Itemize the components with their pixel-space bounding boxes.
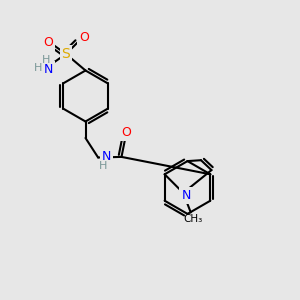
Text: H: H	[34, 63, 42, 74]
Text: N: N	[102, 150, 111, 164]
Text: O: O	[79, 31, 89, 44]
Text: H: H	[42, 55, 50, 65]
Text: N: N	[43, 63, 53, 76]
Text: H: H	[99, 161, 108, 171]
Text: O: O	[122, 126, 131, 139]
Text: S: S	[61, 47, 70, 61]
Text: O: O	[43, 35, 53, 49]
Text: CH₃: CH₃	[184, 214, 203, 224]
Text: N: N	[182, 189, 191, 202]
